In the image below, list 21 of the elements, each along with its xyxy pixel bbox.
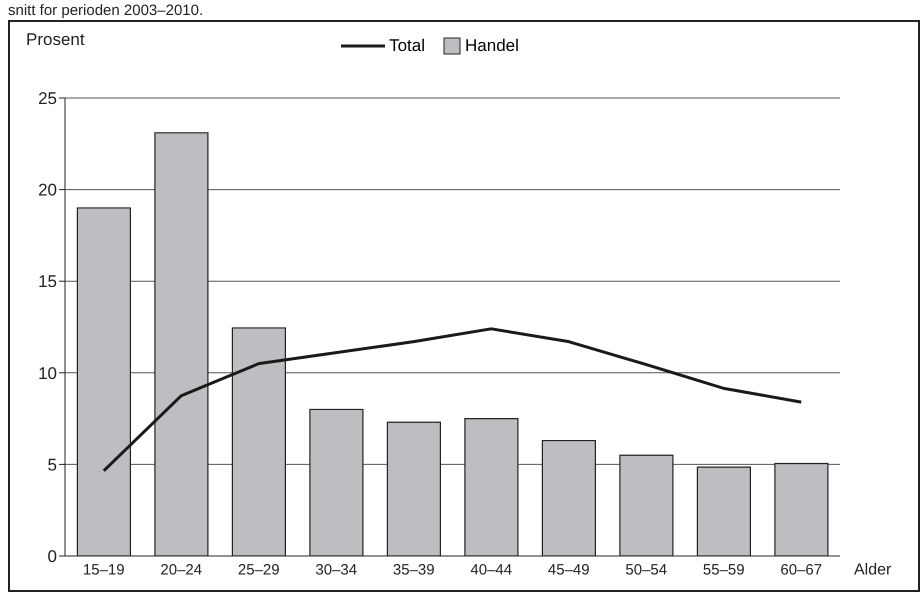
y-axis-title: Prosent — [26, 30, 85, 50]
x-tick-label: 35–39 — [392, 562, 435, 579]
y-tick-label: 5 — [48, 455, 57, 474]
x-tick-label: 20–24 — [160, 562, 202, 579]
y-tick-label: 0 — [48, 547, 57, 566]
legend-label: Handel — [465, 36, 519, 56]
legend-label: Total — [389, 36, 426, 56]
y-tick-label: 10 — [38, 364, 57, 383]
x-tick-label: 25–29 — [238, 562, 280, 579]
text: snitt for perioden 2003–2010. — [8, 2, 204, 19]
x-tick-label: 60–67 — [780, 562, 822, 579]
x-tick-label: 55–59 — [702, 562, 745, 579]
y-tick-label: 25 — [38, 89, 57, 108]
x-tick-label: 40–44 — [470, 562, 512, 579]
x-tick-label: 50–54 — [625, 562, 668, 579]
x-tick-label: 45–49 — [548, 562, 590, 579]
y-tick-label: 15 — [38, 272, 57, 292]
x-tick-label: 15–19 — [82, 562, 125, 579]
x-axis-title: Alder — [854, 562, 892, 579]
y-tick-label: 20 — [38, 180, 57, 200]
x-tick-label: 30–34 — [315, 562, 358, 579]
